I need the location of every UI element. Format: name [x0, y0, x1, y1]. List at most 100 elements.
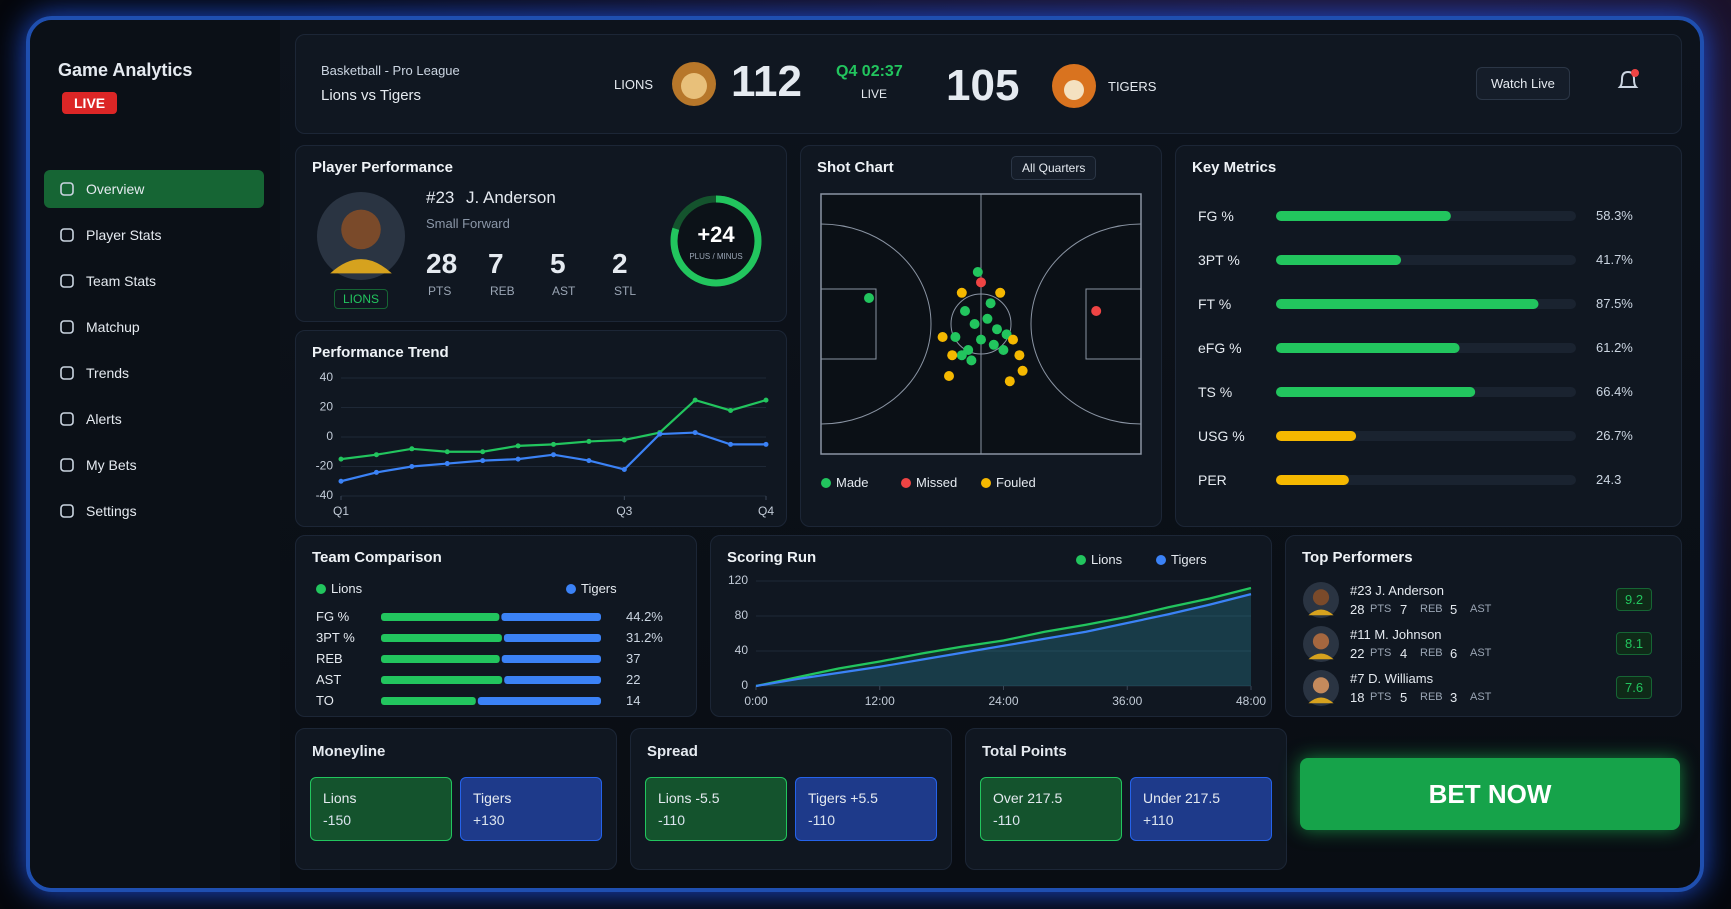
- stat-value: 28: [426, 248, 458, 279]
- performer-stat-label: AST: [1470, 603, 1492, 615]
- option-label: Tigers: [473, 790, 512, 806]
- performer-rating: 7.6: [1616, 676, 1653, 699]
- performer-stat-value: 7: [1400, 602, 1408, 617]
- shot: [995, 287, 1006, 298]
- legend-label: Lions: [331, 581, 363, 596]
- legend-swatch: [981, 478, 991, 488]
- row-value: 22: [626, 672, 641, 687]
- swatch-dot: [1156, 555, 1166, 565]
- menu-item[interactable]: Trends: [44, 354, 264, 392]
- shot: [960, 306, 970, 316]
- notification-bell[interactable]: [1616, 69, 1640, 95]
- bar: [381, 697, 476, 705]
- menu-item[interactable]: Alerts: [44, 400, 264, 438]
- performer-stat-label: REB: [1420, 647, 1443, 659]
- stat-label: STL: [614, 284, 637, 298]
- game-status: LIVE: [861, 87, 888, 101]
- shot-chart: Shot Chart All Quarters Made Missed Fouled: [800, 145, 1162, 527]
- menu-label: Settings: [86, 503, 137, 519]
- bet-option[interactable]: Lions -150: [310, 777, 452, 841]
- bar: [381, 634, 502, 642]
- metric-bar: [1276, 299, 1576, 309]
- series-point: [657, 431, 663, 437]
- legend-swatch: [1156, 555, 1166, 565]
- menu-label: Trends: [86, 365, 130, 381]
- bet-now-button[interactable]: BET NOW: [1300, 758, 1680, 830]
- performer-stat-label: REB: [1420, 603, 1443, 615]
- performer-rating: 8.1: [1616, 632, 1653, 655]
- menu-item[interactable]: Team Stats: [44, 262, 264, 300]
- home-team: LIONS: [614, 77, 654, 92]
- x-tick-label: Q4: [758, 504, 774, 518]
- metric-label: eFG %: [1198, 340, 1242, 356]
- panel-title: Team Comparison: [312, 549, 442, 566]
- row-value: 14: [626, 693, 641, 708]
- y-tick-label: 120: [728, 573, 748, 587]
- comparison-bar: [381, 613, 601, 621]
- bar: [477, 697, 601, 705]
- menu-icon: [60, 274, 74, 288]
- x-tick-label: 0:00: [744, 694, 768, 708]
- swatch-dot: [901, 478, 911, 488]
- metric-value: 66.4%: [1596, 384, 1633, 399]
- watch-live-button[interactable]: Watch Live: [1476, 67, 1570, 100]
- bet-option[interactable]: Under 217.5 +110: [1130, 777, 1272, 841]
- series-point: [586, 438, 592, 444]
- menu-item[interactable]: Overview: [44, 170, 264, 208]
- bet-option[interactable]: Tigers +5.5 -110: [795, 777, 937, 841]
- quarter-filter[interactable]: All Quarters: [1011, 156, 1097, 180]
- comparison-bar: [381, 634, 601, 642]
- metric-value: 41.7%: [1596, 252, 1633, 267]
- metric-value: 24.3: [1596, 472, 1622, 487]
- panel-title: Scoring Run: [727, 549, 817, 566]
- shot: [988, 339, 999, 350]
- market-title: Moneyline: [312, 743, 386, 760]
- right-key: [1085, 288, 1142, 360]
- avatar-body: [330, 259, 392, 274]
- swatch-dot: [981, 478, 991, 488]
- menu-item[interactable]: My Bets: [44, 446, 264, 484]
- menu-icon: [60, 182, 74, 196]
- bet-option[interactable]: Over 217.5 -110: [980, 777, 1122, 841]
- x-tick-label: Q3: [616, 504, 632, 518]
- bet-option[interactable]: Tigers +130: [460, 777, 602, 841]
- menu-item[interactable]: Player Stats: [44, 216, 264, 254]
- performer-name: #7 D. Williams: [1350, 671, 1434, 686]
- game-clock: Q4 02:37: [836, 63, 903, 80]
- bar: [501, 655, 601, 663]
- menu-icon: [60, 228, 74, 242]
- bet-option[interactable]: Lions -5.5 -110: [645, 777, 787, 841]
- ring-arc: [670, 195, 762, 287]
- player-avatar: [317, 192, 405, 280]
- metric-label: FG %: [1198, 208, 1234, 224]
- shot: [976, 277, 986, 288]
- swatch-dot: [566, 584, 576, 594]
- menu-label: My Bets: [86, 457, 137, 473]
- shot: [1017, 365, 1028, 376]
- shot: [937, 332, 948, 342]
- menu-item[interactable]: Settings: [44, 492, 264, 530]
- right-arc: [1030, 223, 1142, 425]
- avatar-head: [1312, 677, 1330, 694]
- swatch-dot: [316, 584, 326, 594]
- stat-label: REB: [490, 284, 515, 298]
- legend-swatch: [821, 478, 831, 488]
- series-point: [763, 441, 769, 447]
- shot: [947, 350, 958, 361]
- stat-value: 7: [488, 248, 504, 279]
- series-point: [515, 443, 521, 449]
- y-tick-label: -20: [316, 459, 334, 473]
- avatar-head: [1312, 589, 1330, 606]
- performer-stat-value: 5: [1400, 690, 1408, 705]
- bar: [381, 613, 500, 621]
- series-point: [409, 464, 415, 469]
- menu-item[interactable]: Matchup: [44, 308, 264, 346]
- swatch-dot: [821, 478, 831, 488]
- shot: [969, 319, 980, 329]
- line-chart: 0 40 80 120 0:00 12:00 24:00 36:00 48:00: [728, 573, 1266, 708]
- performer-stat-value: 5: [1450, 602, 1458, 617]
- plus-minus-value: +24: [697, 222, 735, 247]
- home-score: 112: [731, 57, 802, 106]
- bar: [1276, 255, 1402, 265]
- scoreboard: Basketball - Pro League Lions vs Tigers …: [295, 34, 1682, 134]
